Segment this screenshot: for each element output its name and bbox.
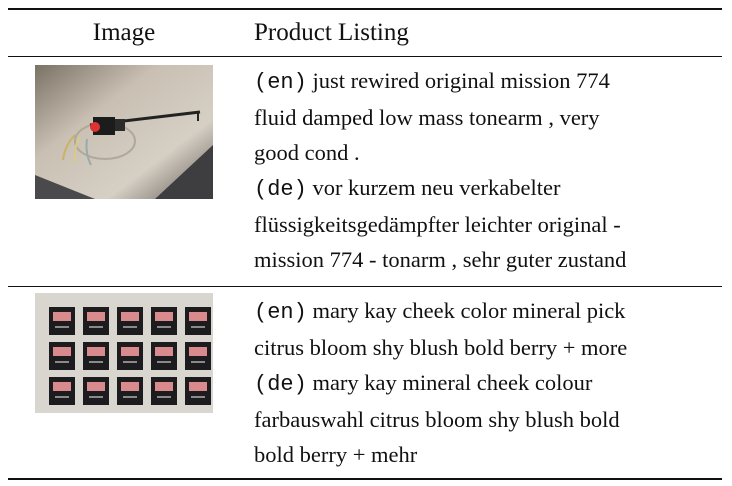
blush-pan [155, 382, 173, 391]
blush-label-mark [89, 326, 103, 328]
top-rule [8, 8, 722, 10]
blush-pan [87, 347, 105, 356]
blush-label-mark [123, 396, 137, 398]
blush-pan [53, 382, 71, 391]
blush-pan [155, 312, 173, 321]
lang-tag-de: (de) [254, 372, 307, 397]
header-image: Image [92, 19, 156, 46]
blush-pan [121, 347, 139, 356]
table-row: (en) just rewired original mission 774 f… [8, 57, 722, 286]
blush-label-mark [89, 396, 103, 398]
listing-line: bold berry + mehr [254, 442, 418, 467]
product-listing-cell: (en) mary kay cheek color mineral pick c… [240, 287, 627, 472]
header-rule [8, 56, 722, 57]
blush-pan [189, 347, 207, 356]
blush-pan [53, 312, 71, 321]
blush-label-mark [123, 326, 137, 328]
blush-label-mark [55, 361, 69, 363]
listing-line: (de) mary kay mineral cheek colour [254, 370, 593, 397]
listing-line: fluid damped low mass tonearm , very [254, 105, 600, 130]
listing-line: (en) mary kay cheek color mineral pick [254, 298, 626, 325]
table-header: Image Product Listing [8, 10, 722, 56]
product-listing-cell: (en) just rewired original mission 774 f… [240, 57, 626, 277]
blush-pan [53, 347, 71, 356]
listing-line: (en) just rewired original mission 774 [254, 68, 610, 95]
blush-label-mark [191, 396, 205, 398]
blush-pan [121, 312, 139, 321]
listing-line: good cond . [254, 140, 360, 165]
product-image-cell [8, 57, 240, 199]
listing-line: farbauswahl citrus bloom shy blush bold [254, 407, 620, 432]
blush-pan [121, 382, 139, 391]
listing-line: mission 774 - tonarm , sehr guter zustan… [254, 247, 627, 272]
listing-line: citrus bloom shy blush bold berry + more [254, 335, 628, 360]
row-rule [8, 286, 722, 287]
blush-label-mark [123, 361, 137, 363]
bottom-rule [8, 478, 722, 480]
blush-label-mark [157, 326, 171, 328]
blush-pan [155, 347, 173, 356]
blush-label-mark [157, 361, 171, 363]
blush-label-mark [55, 326, 69, 328]
lang-tag-en: (en) [254, 300, 307, 325]
listing-line: flüssigkeitsgedämpfter leichter original… [254, 212, 621, 237]
lang-tag-en: (en) [254, 70, 307, 95]
blush-pan [87, 312, 105, 321]
blush-label-mark [157, 396, 171, 398]
tonearm-photo [35, 65, 213, 199]
blush-pan [189, 382, 207, 391]
header-product-listing: Product Listing [254, 19, 409, 46]
blush-label-mark [89, 361, 103, 363]
blush-pan [87, 382, 105, 391]
table-row: (en) mary kay cheek color mineral pick c… [8, 287, 722, 478]
listing-line: (de) vor kurzem neu verkabelter [254, 175, 561, 202]
blush-label-mark [55, 396, 69, 398]
blush-palettes-photo [35, 293, 213, 413]
listing-table: Image Product Listing [8, 8, 722, 480]
lang-tag-de: (de) [254, 177, 307, 202]
product-image-cell [8, 287, 240, 413]
blush-label-mark [191, 326, 205, 328]
blush-label-mark [191, 361, 205, 363]
blush-pan [189, 312, 207, 321]
